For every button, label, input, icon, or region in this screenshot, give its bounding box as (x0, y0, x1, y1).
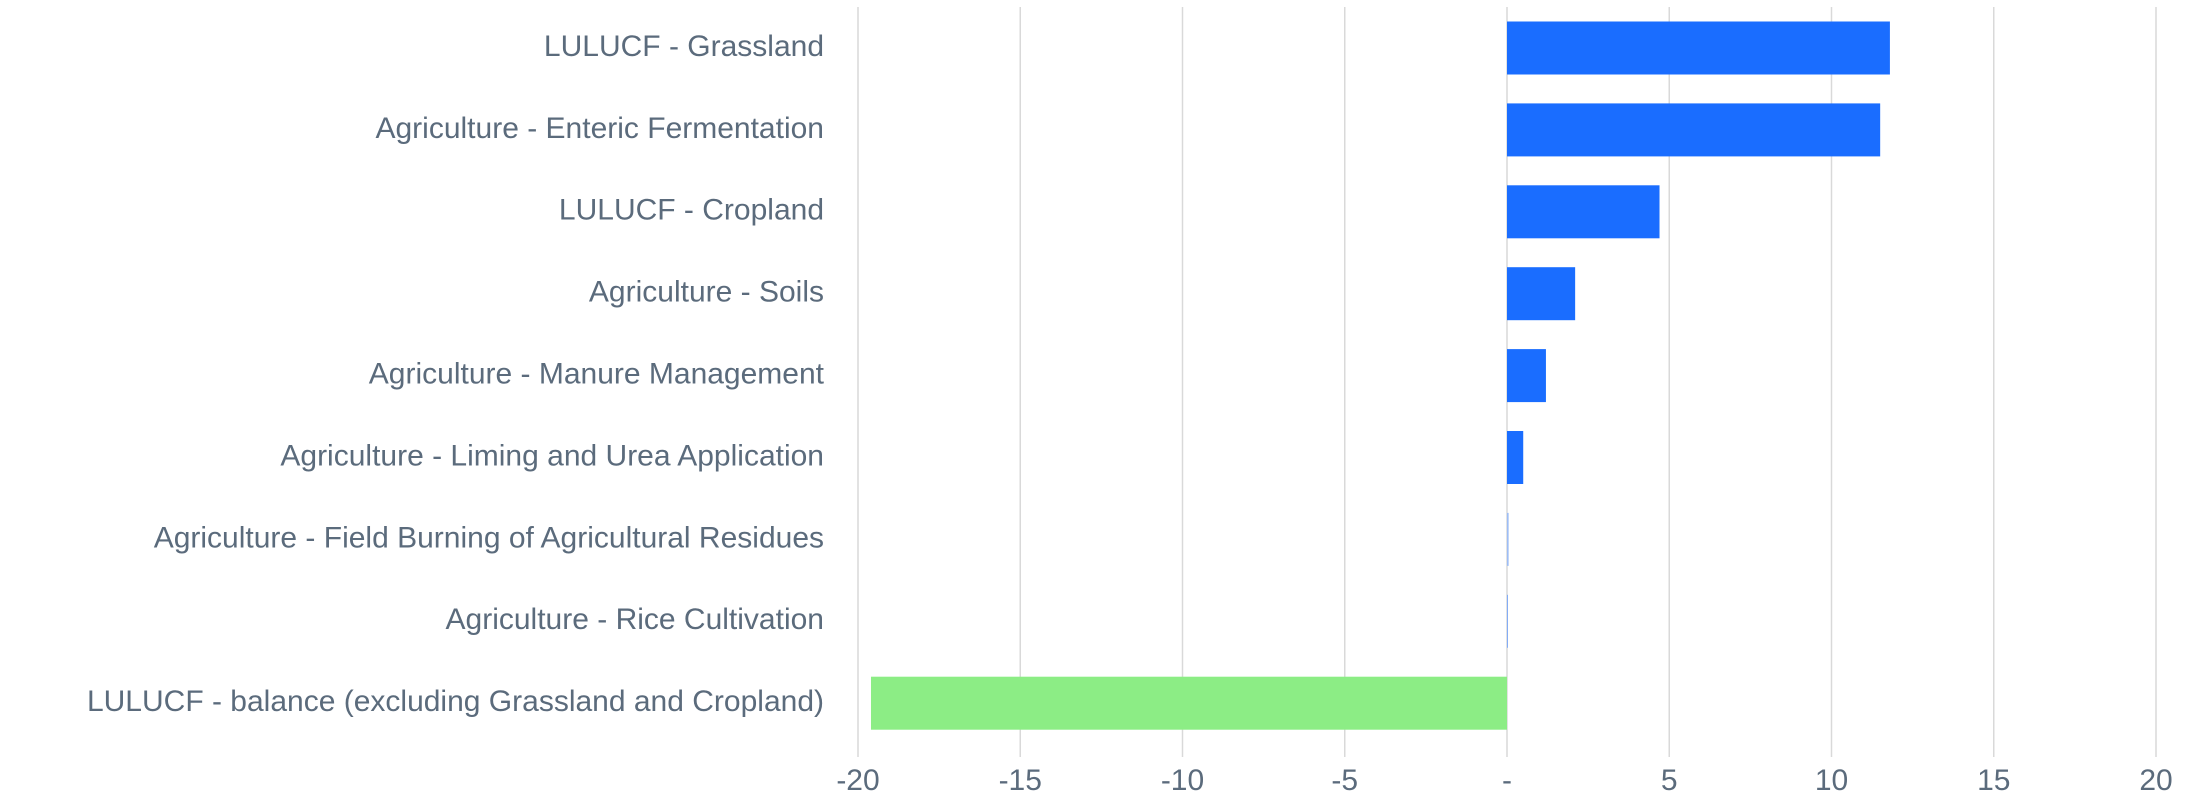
bar (870, 676, 1507, 730)
bar (1507, 103, 1881, 157)
x-tick-label: -20 (836, 764, 879, 797)
x-tick-label: 10 (1815, 764, 1848, 797)
category-label: LULUCF - balance (excluding Grassland an… (87, 685, 824, 718)
x-tick-label: -5 (1331, 764, 1358, 797)
category-label: Agriculture - Soils (589, 276, 824, 309)
x-tick-label: -10 (1161, 764, 1204, 797)
category-label: LULUCF - Cropland (559, 194, 824, 227)
category-label: Agriculture - Enteric Fermentation (375, 112, 824, 145)
category-label: Agriculture - Rice Cultivation (446, 603, 824, 636)
category-label: LULUCF - Grassland (544, 30, 824, 63)
x-tick-label: - (1502, 764, 1512, 797)
bar (1507, 185, 1660, 239)
x-tick-label: -15 (999, 764, 1042, 797)
bar (1507, 594, 1508, 648)
bar (1507, 431, 1524, 484)
bar (1507, 21, 1890, 75)
bar (1507, 267, 1576, 321)
category-label: Agriculture - Manure Management (369, 358, 825, 391)
category-label: Agriculture - Field Burning of Agricultu… (154, 521, 824, 554)
x-tick-label: 15 (1977, 764, 2010, 797)
bar (1507, 512, 1509, 566)
category-label: Agriculture - Liming and Urea Applicatio… (280, 439, 824, 472)
x-tick-label: 5 (1661, 764, 1678, 797)
bar (1507, 349, 1546, 403)
x-tick-label: 20 (2139, 764, 2172, 797)
